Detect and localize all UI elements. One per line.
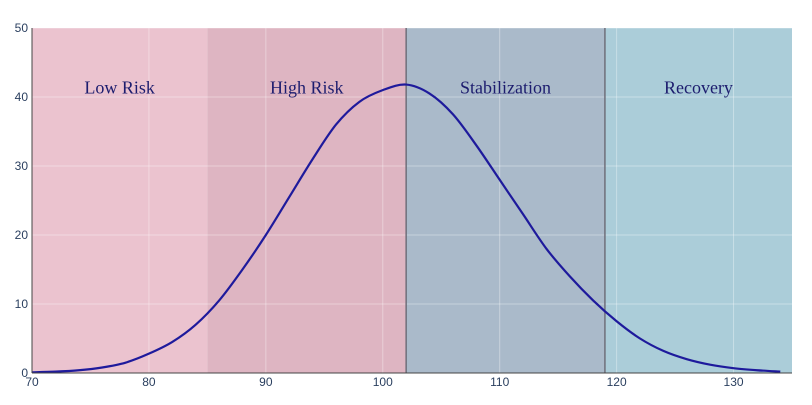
region-labels-layer: Low Risk High Risk Stabilization Recovery: [84, 78, 733, 98]
x-tick-label-2: 90: [259, 375, 273, 389]
x-tick-label-6: 130: [724, 375, 744, 389]
y-tick-label-1: 10: [15, 297, 29, 311]
x-tick-label-1: 80: [142, 375, 156, 389]
y-tick-label-4: 40: [15, 90, 29, 104]
region-band-2: [406, 28, 605, 373]
regions-layer: [32, 28, 792, 373]
region-label-3: Recovery: [664, 78, 733, 98]
x-tick-label-3: 100: [373, 375, 393, 389]
y-tick-label-5: 50: [15, 21, 29, 35]
region-band-3: [604, 28, 792, 373]
axis-layer: 70 80 90 100 110 120 130 0 10 20 30 40 50: [15, 21, 792, 389]
region-band-1: [207, 28, 407, 373]
y-tick-label-2: 20: [15, 228, 29, 242]
x-tick-label-5: 120: [607, 375, 627, 389]
region-band-0: [32, 28, 208, 373]
region-label-0: Low Risk: [84, 78, 155, 98]
y-tick-label-3: 30: [15, 159, 29, 173]
x-tick-label-4: 110: [490, 375, 509, 389]
series-layer: [31, 83, 781, 374]
x-tick-label-0: 70: [25, 375, 39, 389]
region-label-2: Stabilization: [460, 78, 551, 98]
region-label-1: High Risk: [270, 78, 344, 98]
y-tick-label-0: 0: [21, 366, 28, 380]
